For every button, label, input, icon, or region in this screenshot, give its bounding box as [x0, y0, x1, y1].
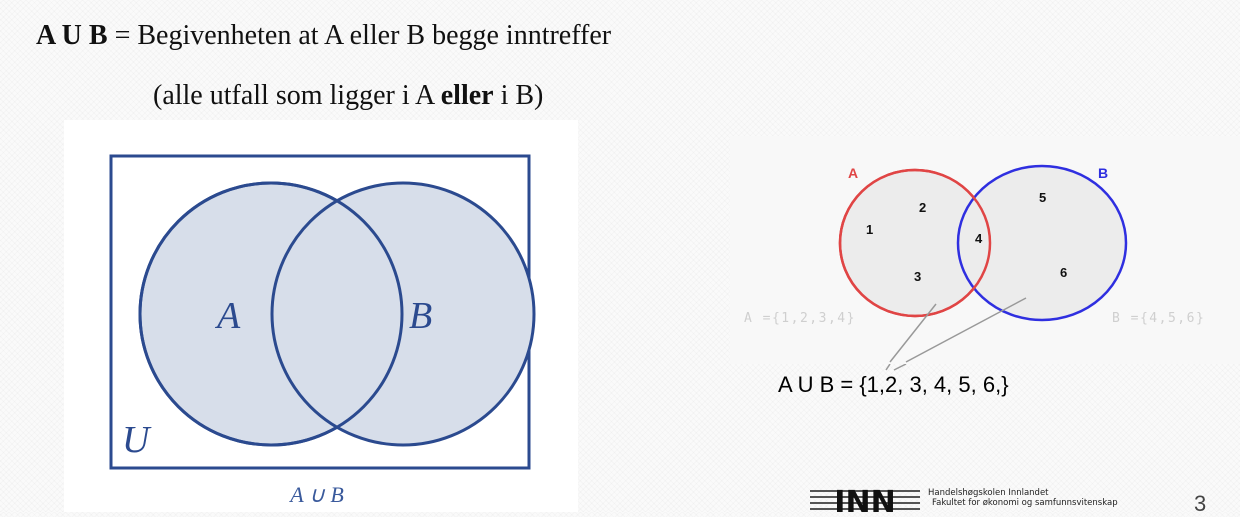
set-a-label: A	[214, 295, 241, 337]
set-a-circle-outline	[138, 181, 404, 447]
set-a-letter: A	[848, 165, 858, 181]
inn-logo: INN	[810, 485, 920, 517]
logo-text: INN	[834, 486, 895, 512]
element-5: 5	[1039, 190, 1046, 205]
right-venn-diagram: A B 1 2 3 4 5 6 A ={1,2,3,4} B ={4,5,6}	[744, 164, 1205, 363]
footer-institution: Handelshøgskolen Innlandet	[928, 488, 1049, 498]
element-2: 2	[919, 200, 926, 215]
set-b-ellipse	[956, 164, 1128, 322]
element-6: 6	[1060, 265, 1067, 280]
element-4: 4	[975, 231, 983, 246]
pointer-line-b	[905, 297, 1027, 363]
union-result: A U B = {1,2, 3, 4, 5, 6,}	[778, 372, 1009, 397]
right-venn-panel: A B 1 2 3 4 5 6 A ={1,2,3,4} B ={4,5,6}	[730, 136, 1240, 364]
heading: A U B = Begivenheten at A eller B begge …	[36, 18, 611, 54]
subheading-prefix: (alle utfall som ligger i A	[153, 80, 441, 111]
set-b-notation: B ={4,5,6}	[1112, 311, 1205, 326]
set-a-notation: A ={1,2,3,4}	[744, 311, 856, 326]
left-venn-panel: A B U A ∪ B	[64, 120, 578, 512]
left-venn-diagram: A B U A ∪ B	[109, 154, 536, 507]
element-1: 1	[866, 222, 873, 237]
set-b-letter: B	[1098, 165, 1108, 181]
subheading-bold-word: eller	[440, 80, 494, 111]
footer-institution-block: Handelshøgskolen Innlandet Fakultet for …	[928, 488, 1118, 508]
set-a-ellipse-outline	[838, 168, 992, 318]
footer-faculty: Fakultet for økonomi og samfunnsvitenska…	[932, 498, 1118, 508]
left-diagram-caption: A ∪ B	[288, 482, 344, 507]
heading-term: A U B	[36, 20, 108, 51]
set-b-label: B	[409, 295, 432, 337]
element-3: 3	[914, 269, 921, 284]
inn-logo-mark: INN	[810, 485, 920, 517]
pointer-line-a	[889, 303, 937, 363]
subheading: (alle utfall som ligger i A eller i B)	[153, 78, 543, 114]
universe-label: U	[122, 419, 152, 461]
page-number: 3	[1194, 491, 1207, 516]
heading-definition: = Begivenheten at A eller B begge inntre…	[114, 20, 612, 51]
subheading-suffix: i B)	[493, 80, 544, 111]
